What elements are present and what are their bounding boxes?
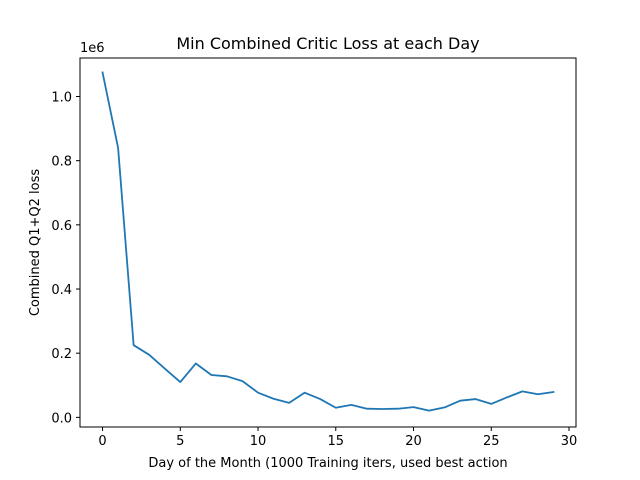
plot-area	[79, 57, 577, 428]
y-tick-label: 0.4	[51, 283, 72, 298]
x-tick-label: 20	[405, 434, 422, 449]
y-tick-label: 0.0	[51, 411, 72, 426]
y-axis-label: Combined Q1+Q2 loss	[28, 169, 43, 317]
chart-title: Min Combined Critic Loss at each Day	[176, 34, 479, 53]
x-tick-label: 30	[561, 434, 578, 449]
y-tick-label: 0.8	[51, 155, 72, 170]
y-tick-label: 0.2	[51, 347, 72, 362]
x-tick-label: 10	[250, 434, 267, 449]
x-tick-label: 25	[483, 434, 500, 449]
loss-line	[101, 71, 555, 412]
x-axis-label: Day of the Month (1000 Training iters, u…	[148, 456, 507, 471]
y-axis: 0.0 0.2 0.4 0.6 0.8 1.0	[51, 91, 80, 426]
x-tick-label: 15	[328, 434, 345, 449]
y-offset-label: 1e6	[80, 41, 105, 56]
y-tick-label: 0.6	[51, 219, 72, 234]
series-layer	[101, 71, 555, 412]
x-tick-label: 0	[98, 434, 106, 449]
x-tick-label: 5	[176, 434, 184, 449]
x-axis: 0 5 10 15 20 25 30	[98, 427, 577, 449]
y-tick-label: 1.0	[51, 91, 72, 106]
